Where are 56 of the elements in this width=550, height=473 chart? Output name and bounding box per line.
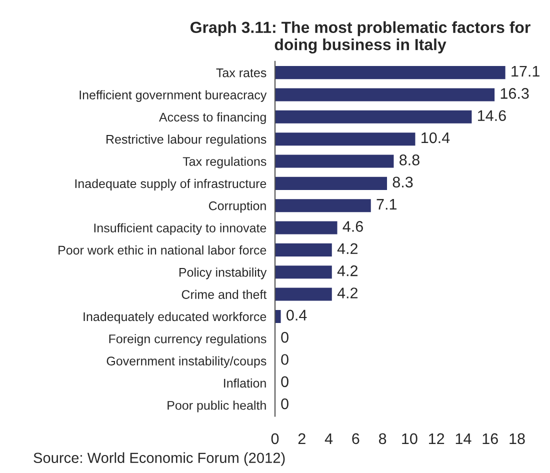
data-label: 16.3 (500, 88, 529, 99)
x-tick-label: 12 (429, 433, 444, 444)
y-tick-label: Government instability/coups (106, 356, 266, 368)
bar (275, 88, 495, 102)
x-tick-label: 16 (482, 433, 498, 444)
bar (275, 288, 332, 301)
data-label: 0.4 (286, 310, 307, 321)
y-tick-label: Access to financing (159, 112, 266, 124)
bar (275, 310, 281, 323)
data-label: 7.1 (376, 199, 397, 210)
y-tick-label: Inadequately educated workforce (84, 312, 266, 324)
x-tick-label: 8 (378, 433, 386, 444)
data-label: 14.6 (478, 110, 506, 122)
x-tick-label: 14 (456, 433, 472, 444)
data-label: 8.3 (392, 176, 413, 188)
data-label: 4.6 (342, 221, 363, 232)
x-tick-label: 4 (324, 433, 333, 444)
y-tick-label: Poor work ethic in national labor force (58, 245, 266, 255)
y-tick-label: Policy instability (179, 268, 267, 280)
y-tick-label: Tax rates (216, 68, 266, 78)
data-label: 4.2 (337, 265, 358, 276)
data-label: 0 (281, 376, 288, 388)
y-tick-label: Poor public health (168, 400, 266, 412)
data-label: 4.2 (337, 243, 358, 254)
bar (275, 132, 416, 146)
bar (275, 154, 394, 168)
y-tick-label: Restrictive labour regulations (106, 134, 266, 146)
bar (275, 110, 472, 124)
x-tick-label: 6 (352, 433, 360, 444)
y-tick-label: Inadequate supply of infrastructure (75, 178, 266, 191)
x-tick-label: 18 (510, 433, 525, 444)
x-tick-label: 2 (298, 433, 306, 444)
y-tick-label: Inefficient government bureacracy (80, 90, 267, 102)
y-tick-label: Tax regulations (182, 156, 266, 168)
data-label: 8.8 (400, 154, 420, 166)
y-tick-label: Corruption (208, 201, 266, 213)
bar (275, 199, 371, 212)
x-tick-label: 10 (402, 433, 418, 444)
data-label: 0 (281, 354, 288, 365)
data-label: 17.1 (512, 66, 540, 77)
bar (275, 176, 388, 190)
data-label: 0 (281, 332, 288, 343)
bar (275, 243, 332, 256)
y-tick-label: Crime and theft (182, 290, 267, 299)
y-tick-label: Insufficient capacity to innovate (94, 223, 266, 235)
data-label: 10.4 (422, 132, 450, 144)
data-label: 0 (281, 398, 288, 410)
bar (275, 266, 332, 279)
y-tick-label: Foreign currency regulations (109, 334, 266, 346)
y-tick-label: Inflation (224, 378, 266, 388)
bar (275, 66, 506, 80)
x-tick-label: 0 (271, 433, 279, 444)
chart-title: Graph 3.11: The most problematic factors for doing business in Italy (190, 21, 530, 54)
bar (275, 221, 338, 234)
data-label: 4.2 (337, 288, 358, 298)
source-note: Source: World Economic Forum (2012) (34, 452, 285, 466)
